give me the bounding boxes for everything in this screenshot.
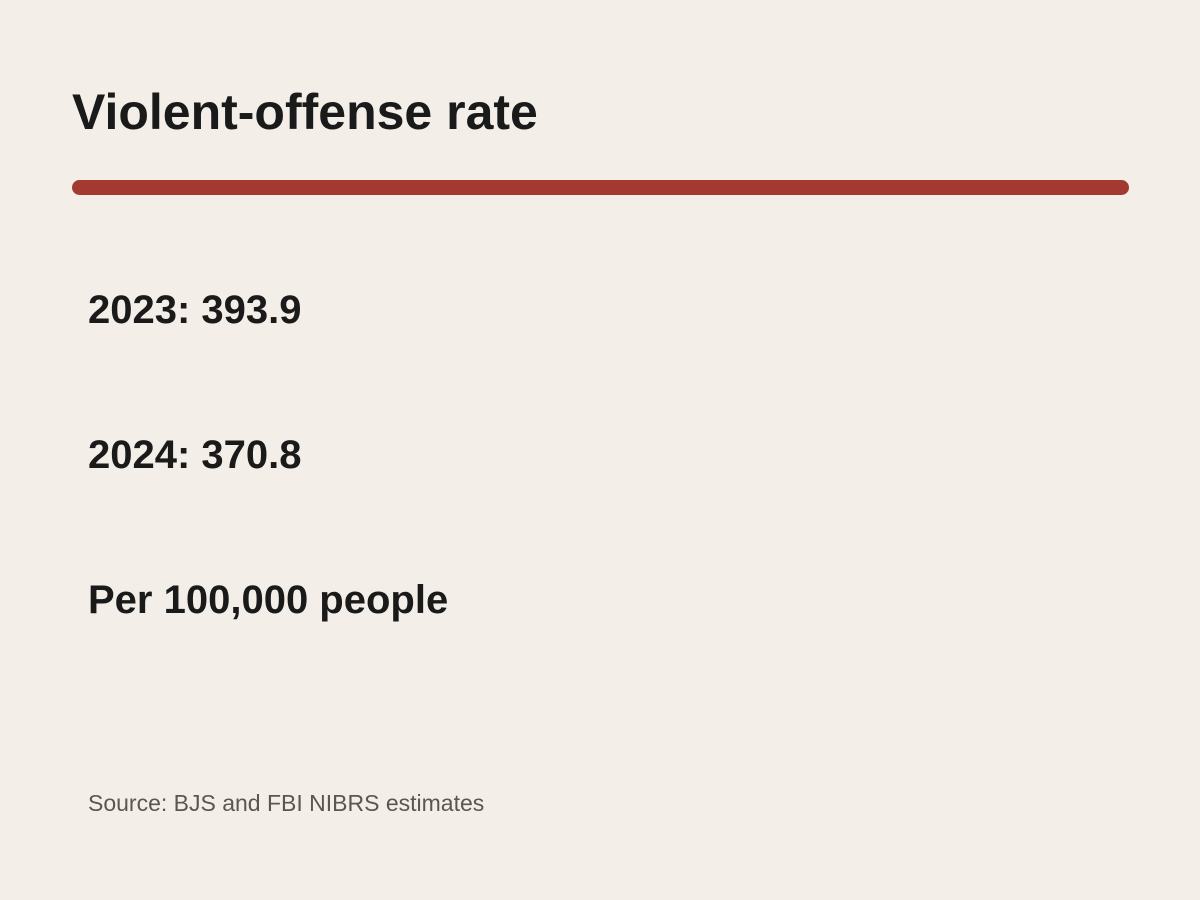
stat-2023: 2023: 393.9	[88, 288, 302, 332]
accent-divider	[72, 180, 1129, 195]
card-title: Violent-offense rate	[72, 84, 538, 140]
unit-label: Per 100,000 people	[88, 578, 449, 622]
source-note: Source: BJS and FBI NIBRS estimates	[88, 790, 485, 816]
stat-2024: 2024: 370.8	[88, 433, 302, 477]
